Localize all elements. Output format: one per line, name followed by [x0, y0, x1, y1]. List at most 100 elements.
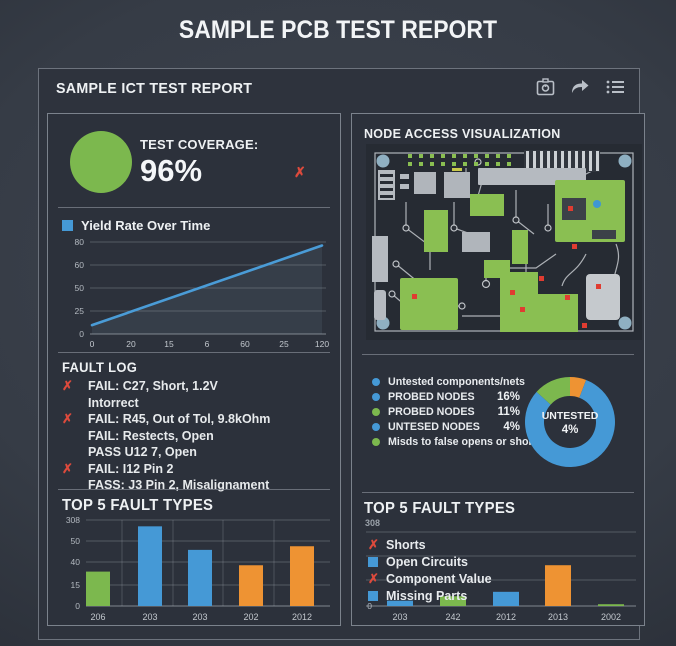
y-tick-label: 40 [71, 557, 81, 567]
divider [362, 492, 634, 493]
donut-slice-orange [570, 377, 587, 398]
untested-legend-row: PROBED NODES 16% [372, 389, 520, 404]
divider [58, 207, 330, 208]
fault-log-text: PASS U12 7, Open [88, 445, 197, 459]
top5-left-title: TOP 5 FAULT TYPES [62, 497, 214, 514]
yield-legend-swatch [62, 220, 73, 231]
x-marker-icon: ✗ [368, 536, 379, 552]
bar-203 [387, 600, 413, 606]
yield-legend: Yield Rate Over Time [62, 218, 210, 233]
x-category-label: 203 [192, 612, 207, 622]
y-tick-label: 80 [75, 237, 85, 247]
bar-203 [138, 526, 162, 606]
x-category-label: 242 [445, 612, 460, 622]
legend-dot-icon [372, 438, 380, 447]
legend-value: 4% [503, 421, 520, 434]
fault-log-text: FASS: J3 Pin 2, Misalignament [88, 478, 270, 492]
y-tick-label: 0 [79, 329, 84, 339]
y-tick-label: 50 [75, 283, 85, 293]
x-tick-label: 120 [315, 339, 329, 349]
square-marker-icon [368, 556, 378, 567]
fault-log-list: ✗ FAIL: C27, Short, 1.2V Intorrect ✗ FAIL: R… [62, 378, 332, 494]
bar-202 [239, 565, 263, 606]
x-tick-label: 15 [164, 339, 174, 349]
x-tick-label: 60 [240, 339, 250, 349]
y-zero-label: 0 [367, 601, 372, 611]
yield-line-series [90, 244, 324, 327]
line-area-fill [92, 245, 322, 334]
fault-log-text: FAIL: R45, Out of Tol, 9.8kOhm [88, 412, 271, 426]
fault-log-text: Intorrect [88, 395, 139, 410]
y-tick-label: 50 [71, 536, 81, 546]
x-tick-label: 20 [126, 339, 136, 349]
donut-slice-green [536, 377, 570, 405]
donut-center-label: UNTESTED [542, 410, 599, 422]
fault-log-entry: FAIL: Restects, Open [62, 428, 332, 445]
bar-2013 [545, 565, 571, 606]
yield-chart-title: Yield Rate Over Time [81, 218, 211, 233]
legend-label: PROBED NODES [388, 405, 475, 418]
y-tick-label: 308 [66, 515, 80, 525]
legend-label: Misds to false opens or shorts [388, 436, 543, 449]
fail-marker-icon: ✗ [62, 378, 73, 393]
coverage-value: 96% [140, 153, 203, 188]
y-tick-label: 15 [71, 580, 81, 590]
legend-dot-icon [372, 392, 380, 401]
x-tick-label: 6 [205, 339, 210, 349]
x-marker-icon: ✗ [368, 570, 379, 586]
legend-value: 11% [497, 405, 520, 418]
bar-206 [86, 571, 110, 606]
bar-2012 [493, 591, 519, 606]
legend-label: UNTESED NODES [388, 421, 480, 434]
left-report-card: TEST COVERAGE: 96% Yield Rate Over Time … [47, 113, 341, 626]
untested-legend-row: UNTESED NODES 4% [372, 420, 520, 435]
camera-icon[interactable] [536, 78, 555, 96]
top5-right-bar-chart: 0 203 242 2012 2013 2002 [366, 531, 636, 622]
bar-2002 [598, 604, 624, 606]
panel-title: SAMPLE ICT TEST REPORT [56, 80, 253, 97]
fault-type-legend-row: ✗ Component Value [368, 570, 518, 587]
fail-marker-icon: ✗ [294, 164, 306, 180]
x-category-label: 203 [142, 612, 157, 622]
legend-label: PROBED NODES [388, 390, 475, 403]
legend-dot-icon [372, 407, 380, 416]
untested-donut-chart: UNTESTED 4% [525, 377, 615, 467]
fault-log-entry: PASS U12 7, Open [62, 444, 332, 461]
share-icon[interactable] [570, 78, 590, 96]
bar-203 [188, 549, 212, 606]
y-tick-label: 25 [75, 306, 85, 316]
untested-legend-row: PROBED NODES 11% [372, 404, 520, 419]
bar-242 [440, 596, 466, 606]
top5-right-title: TOP 5 FAULT TYPES [364, 500, 516, 517]
x-category-label: 203 [392, 612, 407, 622]
fault-log-text: FAIL: Restects, Open [88, 428, 214, 443]
fail-marker-icon: ✗ [62, 411, 73, 426]
fault-types-legend: ✗ Shorts Open Circuits ✗ Component Value Miss… [368, 536, 518, 605]
fault-log-text: FAIL: I12 Pin 2 [88, 461, 174, 476]
page-title: SAMPLE PCB TEST REPORT [178, 16, 498, 44]
untested-legend-row: Untested components/nets [372, 374, 525, 389]
fault-log-title: FAULT LOG [62, 360, 138, 375]
node-access-title: NODE ACCESS VISUALIZATION [364, 126, 561, 141]
x-tick-label: 0 [90, 339, 95, 349]
fail-marker-icon: ✗ [62, 460, 73, 476]
legend-value: 16% [496, 390, 520, 403]
coverage-label: TEST COVERAGE: [140, 137, 259, 152]
fault-log-entry: FASS: J3 Pin 2, Misalignament [62, 477, 332, 494]
list-icon[interactable] [605, 78, 625, 96]
legend-label: Shorts [386, 537, 426, 552]
panel-toolbar [536, 78, 625, 96]
x-category-label: 2002 [601, 612, 621, 622]
x-tick-label: 25 [279, 339, 289, 349]
coverage-circle [70, 131, 132, 193]
top5-left-bar-chart: 308 50 40 15 0 206 203 203 202 2012 [66, 515, 330, 622]
top5-right-ymax-label: 308 [365, 518, 381, 528]
legend-label: Untested components/nets [388, 375, 525, 388]
fault-log-entry: ✗ FAIL: C27, Short, 1.2V [62, 378, 332, 395]
legend-dot-icon [372, 423, 380, 432]
x-category-label: 2013 [548, 612, 568, 622]
divider [362, 354, 634, 355]
fault-log-entry: ✗ FAIL: I12 Pin 2 [62, 461, 332, 478]
legend-label: Missing Parts [386, 589, 468, 604]
report-panel: SAMPLE ICT TEST REPORT TEST COVERAGE: 96… [38, 68, 645, 640]
